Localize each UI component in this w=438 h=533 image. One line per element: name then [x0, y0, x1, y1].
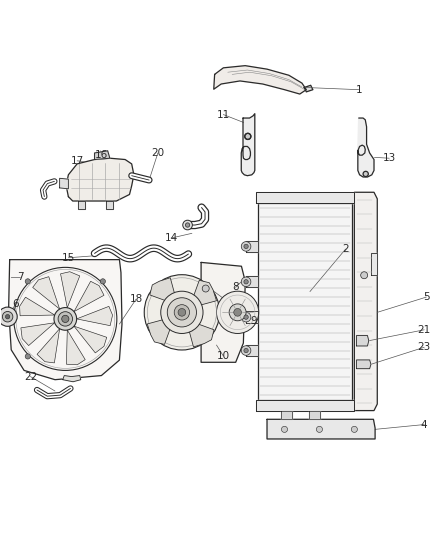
Text: 13: 13 — [383, 153, 396, 163]
Circle shape — [241, 346, 251, 356]
Polygon shape — [357, 335, 369, 346]
Text: 11: 11 — [217, 110, 230, 119]
Polygon shape — [358, 118, 374, 177]
Polygon shape — [106, 201, 113, 209]
Polygon shape — [33, 277, 60, 309]
Polygon shape — [74, 281, 104, 312]
Polygon shape — [246, 276, 258, 287]
Polygon shape — [256, 400, 354, 410]
Polygon shape — [281, 410, 292, 419]
Polygon shape — [371, 253, 377, 275]
Circle shape — [316, 426, 322, 432]
Circle shape — [161, 291, 203, 334]
Circle shape — [360, 272, 367, 279]
Polygon shape — [150, 278, 178, 305]
Circle shape — [62, 316, 69, 322]
Circle shape — [282, 426, 288, 432]
Text: 10: 10 — [217, 351, 230, 361]
Polygon shape — [60, 179, 68, 189]
Text: 1: 1 — [355, 85, 362, 95]
Circle shape — [58, 312, 73, 326]
Polygon shape — [258, 203, 352, 400]
Text: 4: 4 — [421, 419, 427, 430]
Circle shape — [25, 354, 30, 359]
Polygon shape — [246, 241, 258, 252]
Polygon shape — [189, 280, 216, 308]
Polygon shape — [20, 297, 55, 316]
Polygon shape — [78, 201, 85, 209]
Circle shape — [244, 280, 248, 284]
Polygon shape — [95, 151, 110, 159]
Polygon shape — [63, 376, 81, 382]
Text: 5: 5 — [423, 292, 430, 302]
Polygon shape — [267, 419, 375, 439]
Text: 2: 2 — [343, 244, 349, 254]
Text: 9: 9 — [251, 316, 257, 326]
Text: 14: 14 — [164, 233, 177, 243]
Text: 6: 6 — [13, 298, 19, 309]
Circle shape — [100, 279, 106, 284]
Polygon shape — [186, 320, 214, 347]
Text: 7: 7 — [17, 272, 24, 282]
Text: 20: 20 — [151, 148, 164, 158]
Text: 17: 17 — [71, 156, 84, 166]
Text: 18: 18 — [129, 294, 143, 304]
Circle shape — [244, 315, 248, 319]
Circle shape — [241, 277, 251, 287]
Polygon shape — [147, 317, 175, 344]
Polygon shape — [304, 85, 313, 92]
Circle shape — [25, 279, 30, 284]
Circle shape — [178, 309, 186, 316]
Circle shape — [241, 312, 251, 322]
Circle shape — [229, 304, 246, 321]
Circle shape — [2, 311, 13, 322]
Text: 23: 23 — [417, 342, 431, 352]
Circle shape — [363, 171, 368, 176]
Circle shape — [244, 349, 248, 353]
Circle shape — [234, 309, 241, 316]
Circle shape — [216, 291, 259, 334]
Circle shape — [0, 307, 17, 326]
Polygon shape — [357, 360, 371, 369]
Circle shape — [144, 274, 219, 350]
Polygon shape — [74, 326, 107, 353]
Text: 8: 8 — [232, 282, 239, 293]
Circle shape — [244, 244, 248, 248]
Polygon shape — [9, 260, 122, 379]
Circle shape — [202, 285, 209, 292]
Text: 16: 16 — [95, 150, 108, 160]
Circle shape — [54, 308, 77, 330]
Polygon shape — [309, 410, 320, 419]
Polygon shape — [60, 272, 80, 308]
Polygon shape — [354, 192, 377, 410]
Polygon shape — [241, 114, 255, 176]
Polygon shape — [256, 192, 354, 203]
Polygon shape — [246, 311, 258, 323]
Polygon shape — [77, 306, 113, 326]
Text: 21: 21 — [417, 325, 431, 335]
Polygon shape — [21, 323, 55, 345]
Circle shape — [185, 223, 190, 227]
Polygon shape — [66, 158, 134, 201]
Polygon shape — [246, 345, 258, 356]
Circle shape — [245, 133, 251, 140]
Circle shape — [167, 298, 197, 327]
Polygon shape — [37, 329, 60, 363]
Polygon shape — [67, 330, 85, 365]
Polygon shape — [201, 262, 245, 362]
Circle shape — [241, 241, 251, 251]
Circle shape — [183, 220, 192, 230]
Text: 15: 15 — [62, 253, 75, 263]
Polygon shape — [214, 66, 306, 94]
Circle shape — [351, 426, 357, 432]
Circle shape — [174, 305, 190, 320]
Text: 22: 22 — [24, 372, 37, 382]
Circle shape — [5, 314, 10, 319]
